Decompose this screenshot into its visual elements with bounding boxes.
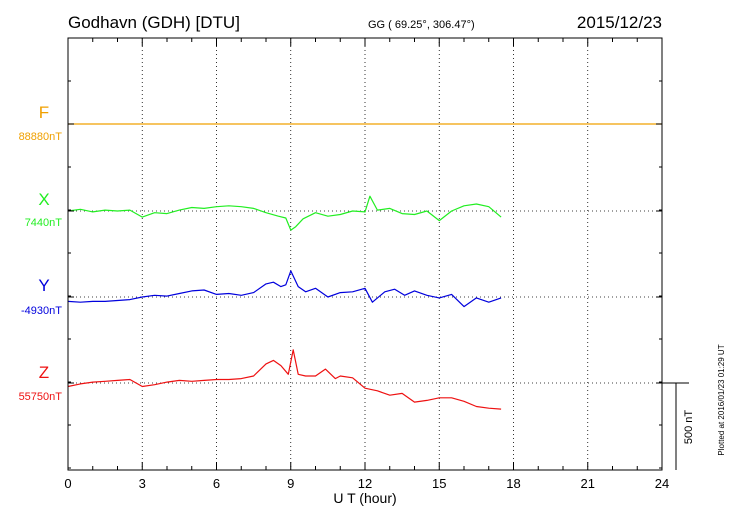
- station-coordinates: GG ( 69.25°, 306.47°): [368, 19, 475, 31]
- series-name-f: F: [39, 103, 49, 122]
- x-axis-label: U T (hour): [333, 490, 396, 506]
- x-tick-label: 15: [432, 476, 446, 491]
- series-line-x: [67, 195, 502, 231]
- series-baseline-z: 55750nT: [19, 391, 63, 403]
- series-line-y: [67, 270, 502, 308]
- series-baseline-y: -4930nT: [21, 305, 62, 317]
- series-line-z: [67, 349, 502, 410]
- x-tick-label: 12: [358, 476, 372, 491]
- x-tick-label: 6: [213, 476, 220, 491]
- series-baseline-f: 88880nT: [19, 131, 63, 143]
- scale-bar: 500 nT: [662, 382, 695, 470]
- x-tick-label: 24: [655, 476, 669, 491]
- x-tick-label: 9: [287, 476, 294, 491]
- x-tick-label: 0: [64, 476, 71, 491]
- series-name-x: X: [38, 190, 49, 209]
- x-tick-label: 18: [506, 476, 520, 491]
- x-ticks: 0 3 6 9 12 15 18 21 24: [64, 38, 669, 491]
- series-name-z: Z: [39, 363, 49, 382]
- station-title: Godhavn (GDH) [DTU]: [68, 13, 240, 32]
- scale-bar-label: 500 nT: [683, 410, 695, 445]
- series-layer: [67, 123, 662, 410]
- series-labels: F 88880nT X 7440nT Y -4930nT Z 55750nT: [19, 103, 63, 403]
- series-baseline-x: 7440nT: [25, 217, 63, 229]
- grid: [68, 38, 662, 470]
- plotted-timestamp: Plotted at 2016/01/23 01:29 UT: [717, 344, 726, 455]
- x-tick-label: 3: [139, 476, 146, 491]
- x-tick-label: 21: [581, 476, 595, 491]
- series-name-y: Y: [38, 276, 49, 295]
- date-label: 2015/12/23: [577, 13, 662, 32]
